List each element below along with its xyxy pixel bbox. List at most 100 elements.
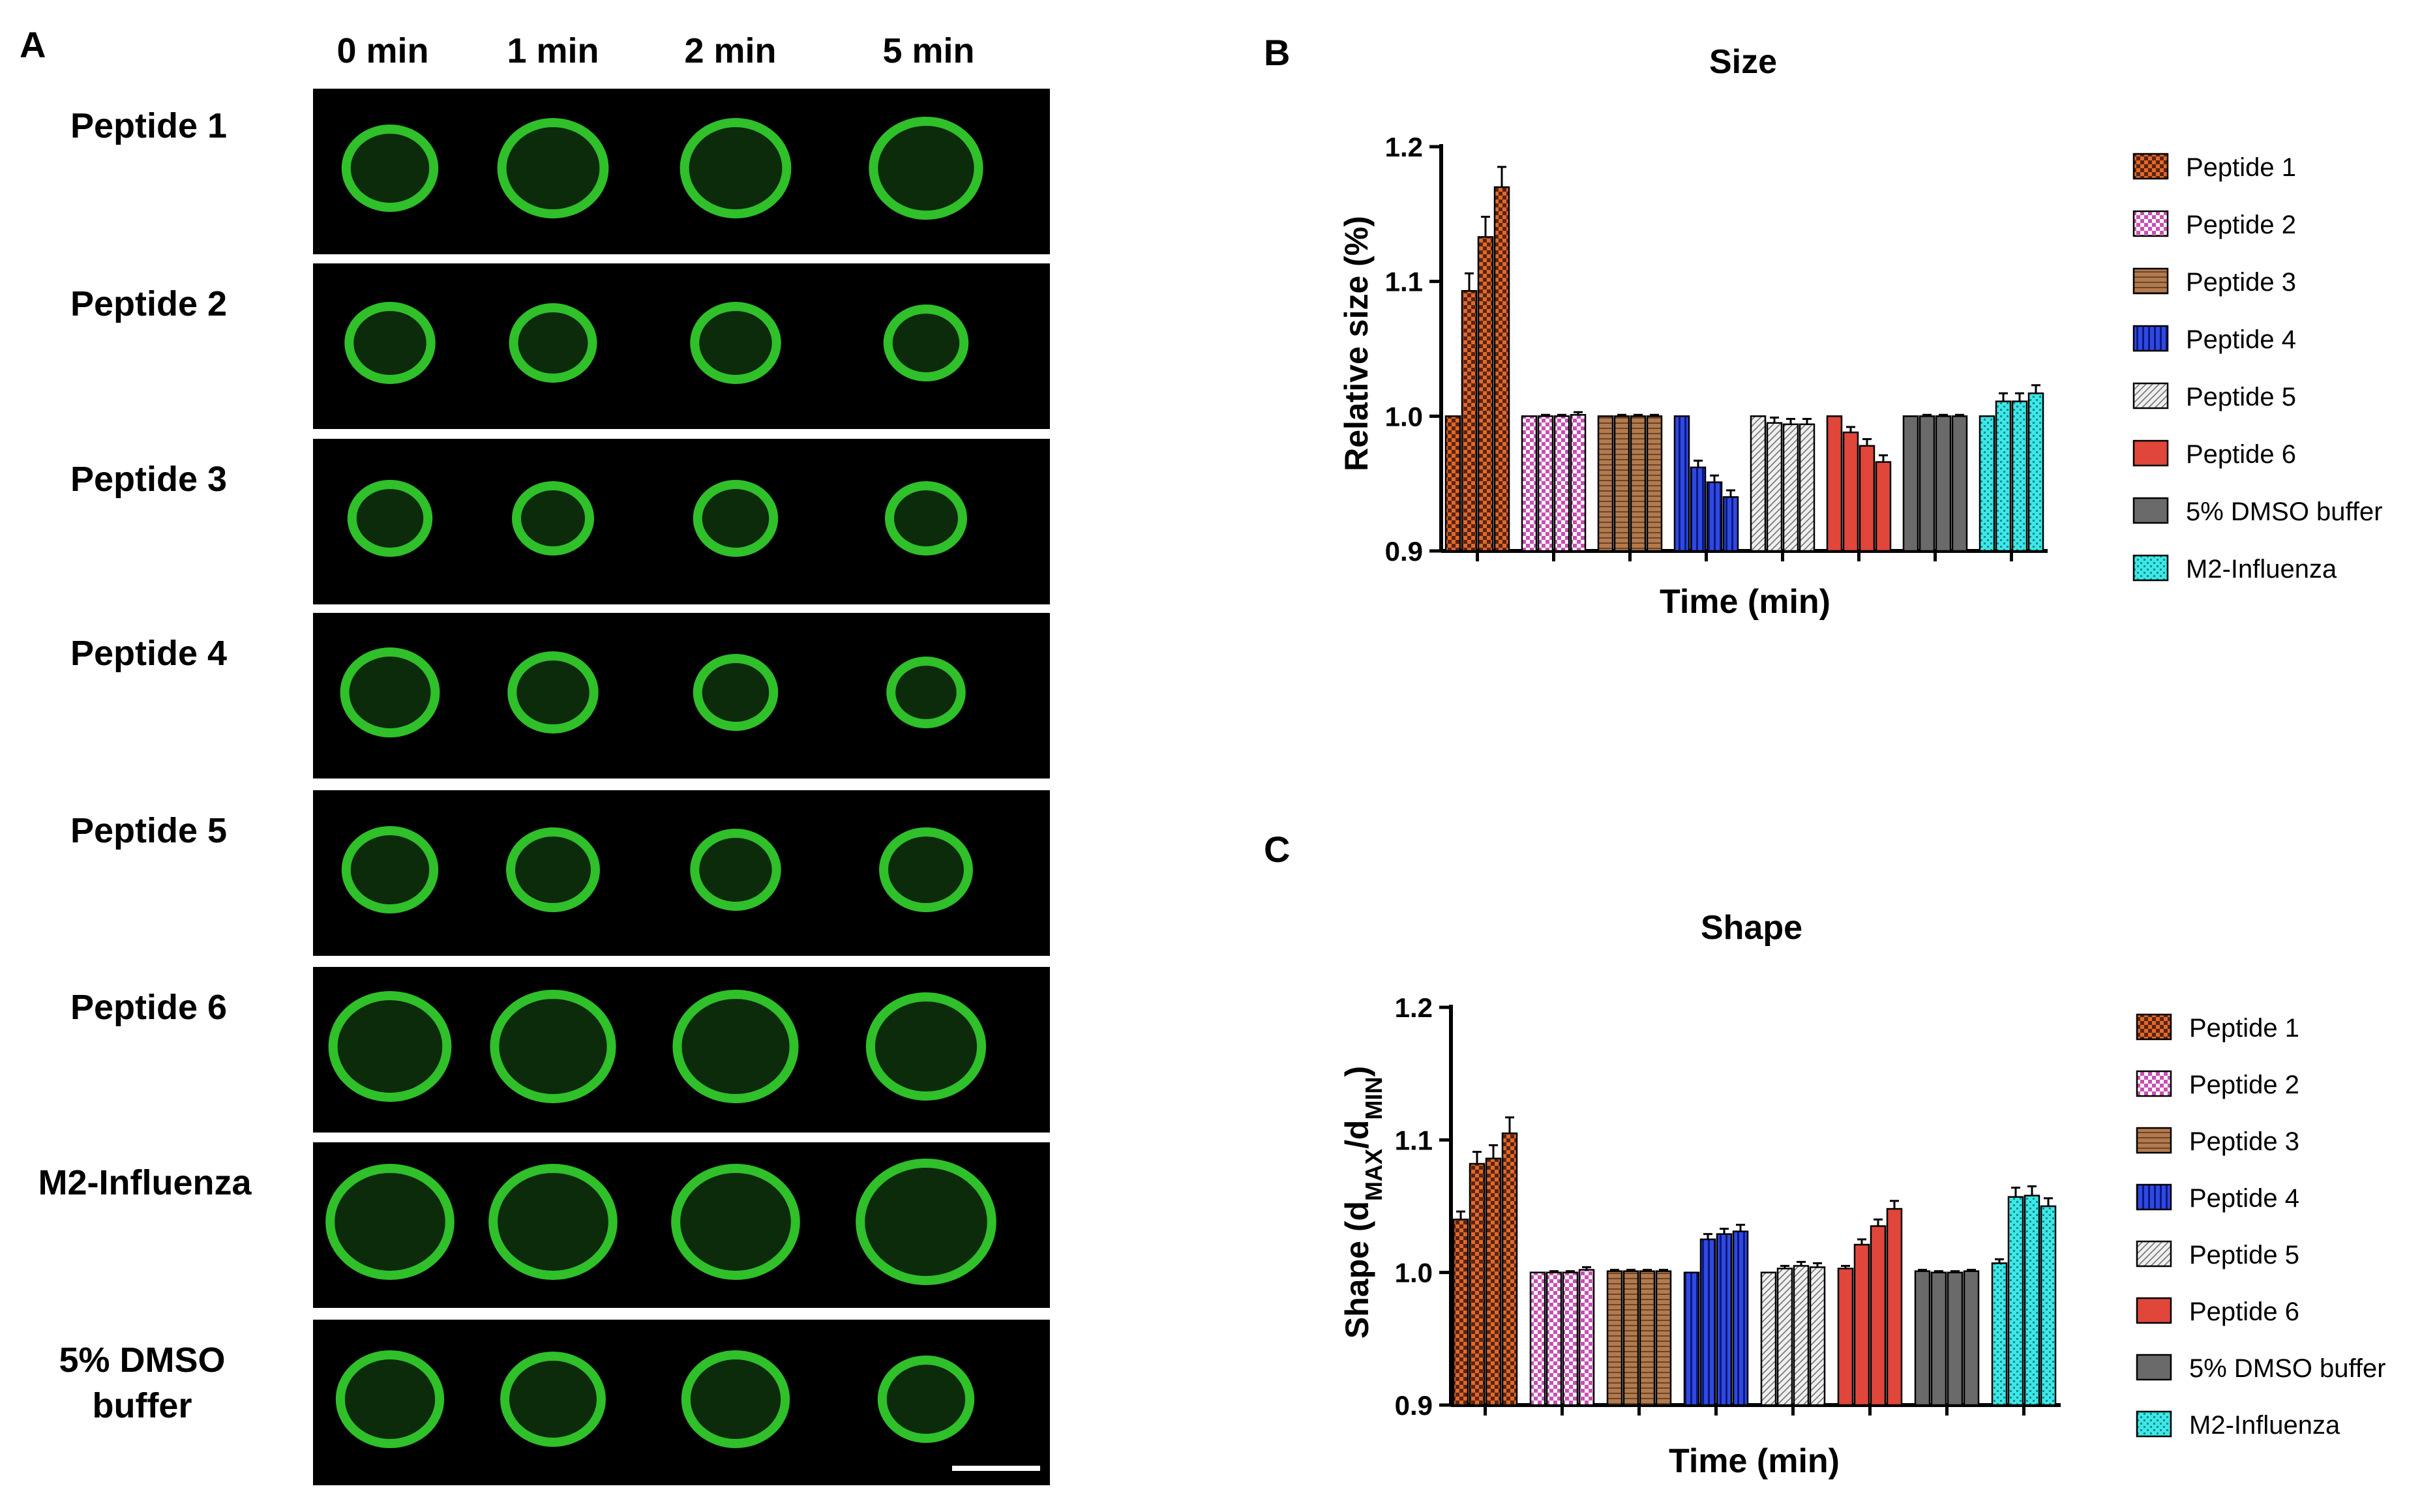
legend-swatch [2136, 1354, 2172, 1381]
bar [1722, 496, 1739, 552]
bar [1622, 1270, 1639, 1406]
legend-swatch [2132, 267, 2169, 295]
bar [2007, 1196, 2024, 1406]
bar [1485, 1157, 1502, 1406]
bar [1799, 423, 1815, 552]
bar [1562, 1271, 1579, 1406]
legend-label: Peptide 2 [2189, 1071, 2299, 1099]
bar [1606, 1270, 1623, 1406]
bar [1875, 461, 1892, 552]
cell-image [856, 1159, 996, 1285]
cell-image [506, 827, 600, 912]
chart-c-title: Shape [1701, 909, 1802, 947]
legend-label: Peptide 6 [2186, 440, 2296, 469]
chart-b-ylabel: Relative size (%) [1338, 216, 1375, 471]
time-label-3: 5 min [882, 31, 974, 70]
legend-swatch [2132, 382, 2169, 409]
cell-image [341, 826, 439, 913]
bar [1477, 236, 1494, 552]
row-label: Peptide 5 [70, 811, 227, 850]
bar [1902, 415, 1919, 552]
row-label-line: buffer [93, 1386, 192, 1425]
chart-b-plot: 0.9 1.0 1.1 1.2 [1385, 132, 2048, 567]
panel-b-letter: B [1264, 32, 1290, 73]
cell-image [672, 990, 799, 1103]
legend-label: M2-Influenza [2186, 555, 2337, 584]
image-row: 5% DMSO buffer [59, 1320, 1050, 1485]
legend-label: Peptide 2 [2186, 211, 2296, 239]
legend-label: Peptide 5 [2189, 1241, 2299, 1269]
bar [1750, 415, 1767, 552]
cell-image [865, 992, 987, 1101]
bar [1646, 415, 1663, 552]
bar [1546, 1271, 1562, 1406]
y-tick-label: 1.2 [1395, 992, 1433, 1023]
legend-label: Peptide 4 [2186, 325, 2296, 354]
image-row: Peptide 3 [70, 439, 1050, 604]
bar [1597, 415, 1614, 552]
chart-b-xlabel: Time (min) [1660, 583, 1830, 621]
y-tick-label: 0.9 [1385, 536, 1423, 567]
bar [1963, 1270, 1980, 1406]
chart-c-ylabel: Shape (dMAX/dMIN) [1339, 1066, 1387, 1339]
image-row: Peptide 6 [70, 967, 1050, 1133]
chart-c-ylabel-sub1: MAX [1360, 1149, 1387, 1201]
cell-image [885, 481, 967, 556]
chart-c-xlabel: Time (min) [1669, 1442, 1840, 1480]
bar [1639, 1270, 1656, 1406]
bar [1655, 1270, 1672, 1406]
cell-image [681, 1350, 790, 1448]
row-label-line: 5% DMSO [59, 1341, 225, 1380]
legend-swatch [2136, 1070, 2172, 1097]
bar [1570, 414, 1587, 552]
cell-image [500, 1352, 606, 1447]
cell-image [507, 651, 599, 734]
y-tick-label: 1.0 [1395, 1258, 1433, 1288]
bar [1493, 186, 1510, 552]
y-tick-label: 0.9 [1395, 1390, 1433, 1421]
bar [1991, 1262, 2008, 1406]
legend-swatch [2136, 1013, 2172, 1041]
row-label: M2-Influenza [38, 1163, 252, 1202]
cell-image [341, 125, 439, 212]
legend-swatch [2136, 1410, 2172, 1438]
row-label: Peptide 3 [70, 460, 227, 499]
bar [1837, 1267, 1854, 1406]
chart-c-ylabel-sub2: MIN [1360, 1077, 1387, 1120]
cell-image [512, 481, 594, 556]
bar [1853, 1243, 1870, 1406]
bar [1995, 400, 2012, 552]
panel-c-letter: C [1264, 829, 1290, 870]
chart-b-title: Size [1709, 43, 1777, 81]
legend-swatch [2132, 325, 2169, 352]
bar [1935, 415, 1952, 552]
bar [1951, 415, 1968, 552]
bar [1809, 1266, 1826, 1406]
bar [1842, 431, 1859, 552]
bar [1501, 1132, 1518, 1406]
legend-label: Peptide 1 [2186, 153, 2296, 182]
chart-c-plot: 0.9 1.0 1.1 1.2 [1395, 992, 2061, 1421]
legend-swatch [2136, 1183, 2172, 1211]
chart-b-legend: Peptide 1 Peptide 2 Peptide 3 Peptide 4 Pept… [2132, 153, 2383, 584]
bar [1690, 466, 1707, 552]
cell-image [690, 302, 781, 384]
panel-a: A 0 min 1 min 2 min 5 min Peptide 1Peptide … [20, 24, 1050, 1485]
image-row: Peptide 4 [70, 613, 1050, 778]
image-row: Peptide 5 [70, 790, 1050, 956]
bar [1930, 1271, 1947, 1406]
chart-c-legend: Peptide 1 Peptide 2 Peptide 3 Peptide 4 Pept… [2136, 1013, 2386, 1440]
cell-image [671, 1164, 800, 1280]
time-label-1: 1 min [507, 31, 599, 70]
bar [2040, 1205, 2057, 1406]
panel-a-letter: A [20, 24, 46, 65]
legend-label: Peptide 6 [2189, 1297, 2299, 1326]
bar [1461, 289, 1478, 552]
time-label-2: 2 min [684, 31, 776, 70]
bar [1630, 415, 1647, 552]
y-tick-label: 1.2 [1385, 132, 1423, 162]
legend-swatch [2132, 210, 2169, 237]
bar [1444, 415, 1461, 552]
bar [1914, 1270, 1931, 1406]
